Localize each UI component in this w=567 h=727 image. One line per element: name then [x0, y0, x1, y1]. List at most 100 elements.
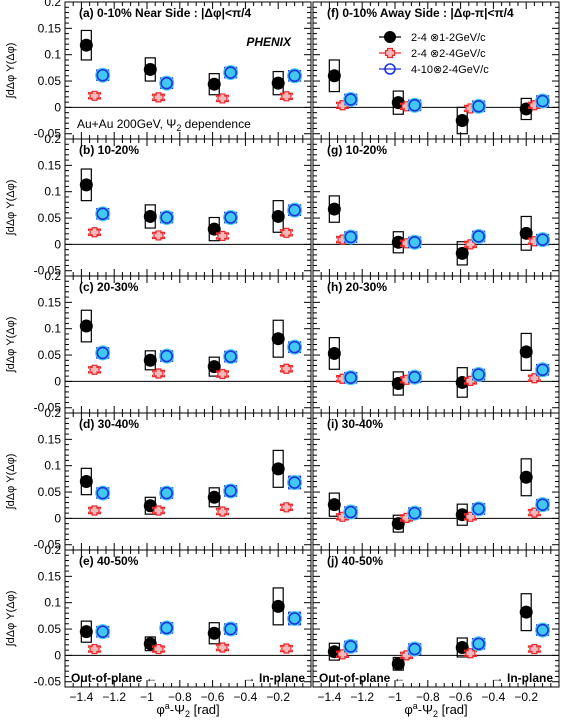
x-tick-label: −1 — [140, 690, 154, 704]
x-tick-label: −1.2 — [102, 690, 126, 704]
data-point — [519, 226, 533, 240]
data-point — [160, 486, 173, 500]
data-point — [79, 475, 93, 488]
panel-g: (g) 10-20% — [312, 138, 560, 277]
x-axis-label: φa-Ψ2 [rad] — [404, 701, 467, 719]
x-tick-label: −0.8 — [416, 690, 440, 704]
panel-frame — [312, 412, 560, 551]
data-point — [288, 203, 301, 217]
data-point — [536, 363, 549, 377]
data-point — [455, 114, 469, 128]
data-point — [519, 605, 533, 619]
legend-marker — [384, 47, 396, 59]
x-tick-label: −0.8 — [168, 690, 192, 704]
panel-frame — [312, 138, 560, 277]
data-point — [271, 462, 285, 476]
data-point — [224, 211, 237, 224]
data-point — [271, 209, 285, 223]
data-point — [224, 350, 237, 363]
x-tick-label: −0.2 — [514, 690, 538, 704]
data-point — [472, 502, 485, 516]
panel-label: (i) 30-40% — [327, 417, 383, 431]
data-point — [288, 340, 301, 354]
data-point — [79, 319, 93, 333]
x-tick-label: −0.4 — [482, 690, 506, 704]
panel-frame — [64, 549, 312, 688]
y-tick-label: 0.1 — [44, 459, 61, 473]
data-point — [391, 657, 405, 671]
data-point — [143, 353, 157, 367]
data-point — [281, 227, 292, 238]
y-axis-label: ∫dΔφ Y(Δφ) — [5, 180, 17, 237]
data-point — [472, 100, 485, 113]
data-point — [271, 599, 285, 613]
data-point — [472, 230, 485, 243]
x-tick-label: −1.4 — [318, 690, 342, 704]
x-axis-label: φa-Ψ2 [rad] — [156, 701, 219, 719]
data-point — [160, 349, 173, 363]
data-point — [207, 360, 221, 374]
data-point — [96, 207, 110, 221]
y-tick-label: 0.1 — [44, 185, 61, 199]
x-tick-label: −1.4 — [70, 690, 94, 704]
data-point — [160, 211, 173, 224]
data-point — [143, 209, 157, 223]
y-tick-label: 0.1 — [44, 322, 61, 336]
y-tick-label: 0 — [54, 648, 61, 662]
data-point — [408, 98, 421, 112]
data-point — [288, 69, 301, 83]
x-tick-label: −0.4 — [234, 690, 258, 704]
data-point — [327, 69, 341, 83]
data-point — [79, 178, 93, 192]
data-point — [217, 93, 228, 104]
x-tick-label: −0.6 — [449, 690, 473, 704]
data-point — [519, 345, 533, 359]
panel-label: (j) 40-50% — [327, 554, 383, 568]
y-tick-label: 0.05 — [38, 622, 62, 636]
y-tick-label: 0.05 — [38, 74, 62, 88]
panel-a: -0.05 0 0.05 0.1 0.15 0.2 ∫dΔφ Y(Δφ) (a) 0-10% … — [5, 0, 312, 141]
data-point — [536, 623, 549, 637]
experiment-label: PHENIX — [246, 35, 292, 49]
y-tick-label: 0.15 — [38, 295, 62, 309]
y-tick-label: 0.2 — [44, 406, 61, 420]
data-point — [79, 38, 93, 52]
x-tick-label: −0.2 — [266, 690, 290, 704]
data-point — [344, 230, 358, 244]
panel-i: (i) 30-40% — [312, 412, 560, 551]
data-point — [153, 643, 164, 655]
data-point — [536, 233, 549, 246]
panel-frame — [64, 412, 312, 551]
y-tick-label: 0.15 — [38, 21, 62, 35]
data-point — [89, 643, 100, 655]
y-tick-label: 0.1 — [44, 596, 61, 610]
data-point — [160, 621, 173, 635]
data-point — [217, 506, 228, 517]
data-point — [472, 637, 485, 651]
legend-label: 2-4 ⊗2-4GeV/c — [411, 48, 486, 60]
data-point — [224, 66, 237, 79]
panel-label: (f) 0-10% Away Side : |Δφ-π|<π/4 — [327, 6, 514, 20]
data-point — [281, 643, 292, 654]
y-tick-label: -0.05 — [34, 127, 62, 141]
x-tick-label: −1 — [388, 690, 402, 704]
panel-frame — [312, 549, 560, 688]
data-point — [472, 368, 485, 381]
in-plane-label: → In-plane — [244, 671, 306, 685]
y-tick-label: 0.05 — [38, 485, 62, 499]
data-point — [224, 622, 237, 636]
data-point — [153, 505, 164, 516]
data-point — [281, 363, 292, 374]
y-tick-label: 0.2 — [44, 132, 61, 146]
data-point — [217, 230, 228, 242]
in-plane-label: → In-plane — [492, 671, 554, 685]
panel-b: -0.05 0 0.05 0.1 0.15 0.2 ∫dΔφ Y(Δφ) (b) 10-20% — [5, 132, 312, 278]
y-tick-label: 0.05 — [38, 348, 62, 362]
y-tick-label: 0 — [54, 511, 61, 525]
data-point — [96, 486, 110, 500]
data-point — [89, 364, 100, 375]
data-point — [281, 91, 292, 102]
panel-frame — [312, 275, 560, 414]
y-tick-label: 0 — [54, 237, 61, 251]
data-point — [519, 470, 533, 484]
